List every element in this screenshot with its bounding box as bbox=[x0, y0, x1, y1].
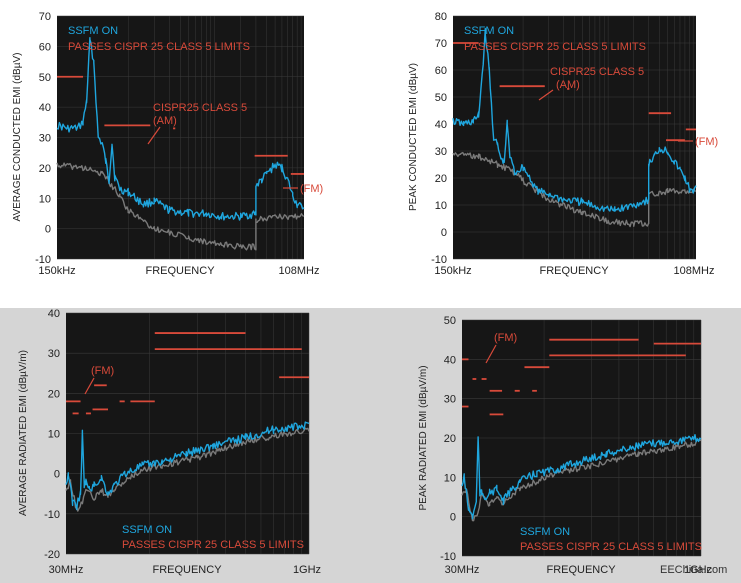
y-tick-label: -20 bbox=[44, 549, 60, 561]
y-tick-label: 80 bbox=[435, 11, 447, 23]
x-axis-label: FREQUENCY bbox=[145, 265, 215, 277]
chart-average-radiated-emi: AVERAGE RADIATED EMI (dBµV/m) FREQUENCY … bbox=[18, 308, 321, 576]
y-tick-label: 20 bbox=[444, 433, 456, 445]
y-tick-label: 70 bbox=[39, 11, 51, 23]
x-tick-end: 1GHz bbox=[684, 564, 712, 576]
legend-ssfm-on: SSFM ON bbox=[68, 25, 118, 37]
series-ssfm-on bbox=[56, 37, 305, 221]
x-tick-start: 30MHz bbox=[49, 564, 84, 576]
series-ssfm-off bbox=[461, 439, 702, 522]
y-tick-label: 30 bbox=[39, 133, 51, 145]
y-tick-label: 0 bbox=[45, 224, 51, 236]
x-axis-label: FREQUENCY bbox=[152, 564, 222, 576]
y-tick-label: 40 bbox=[39, 102, 51, 114]
series-ssfm-on bbox=[452, 27, 697, 212]
y-tick-label: 10 bbox=[39, 193, 51, 205]
y-tick-label: 0 bbox=[54, 469, 60, 481]
y-tick-label: -10 bbox=[35, 254, 51, 266]
watermark: EEChina.com bbox=[660, 564, 727, 576]
chart-average-conducted-emi: AVERAGE CONDUCTED EMI (dBµV) FREQUENCY 1… bbox=[12, 11, 323, 277]
y-tick-label: -10 bbox=[440, 551, 456, 563]
y-tick-label: 20 bbox=[48, 388, 60, 400]
y-tick-label: 0 bbox=[441, 227, 447, 239]
y-tick-label: 50 bbox=[435, 92, 447, 104]
legend-ssfm-on: SSFM ON bbox=[122, 524, 172, 536]
chart-peak-conducted-emi: PEAK CONDUCTED EMI (dBµV) FREQUENCY 150k… bbox=[408, 11, 718, 277]
series-ssfm-off bbox=[452, 151, 697, 228]
y-tick-label: 10 bbox=[48, 429, 60, 441]
plot-marks bbox=[452, 15, 697, 260]
annotation-am-arrow bbox=[538, 89, 554, 101]
legend-limits: PASSES CISPR 25 CLASS 5 LIMITS bbox=[122, 539, 304, 551]
annotation-fm: (FM) bbox=[300, 183, 323, 195]
series-ssfm-off bbox=[65, 427, 310, 512]
annotation-fm: (FM) bbox=[91, 365, 114, 377]
y-axis-label: AVERAGE CONDUCTED EMI (dBµV) bbox=[12, 53, 23, 222]
y-tick-label: 20 bbox=[39, 163, 51, 175]
y-tick-label: 60 bbox=[39, 41, 51, 53]
x-tick-start: 150kHz bbox=[38, 265, 75, 277]
legend-limits: PASSES CISPR 25 CLASS 5 LIMITS bbox=[464, 41, 646, 53]
annotation-fm-arrow bbox=[485, 344, 497, 364]
chart-peak-radiated-emi: PEAK RADIATED EMI (dBµV/m) FREQUENCY 30M… bbox=[418, 315, 712, 576]
annotation-fm: (FM) bbox=[494, 332, 517, 344]
y-tick-label: 20 bbox=[435, 173, 447, 185]
legend-ssfm-on: SSFM ON bbox=[520, 526, 570, 538]
x-axis-label: FREQUENCY bbox=[546, 564, 616, 576]
annotation-am: (AM) bbox=[153, 115, 177, 127]
series-ssfm-off bbox=[56, 162, 305, 251]
y-tick-label: 40 bbox=[48, 308, 60, 320]
series-ssfm-on bbox=[65, 421, 310, 511]
y-tick-label: 10 bbox=[444, 472, 456, 484]
legend-limits: PASSES CISPR 25 CLASS 5 LIMITS bbox=[520, 541, 702, 553]
x-tick-end: 1GHz bbox=[293, 564, 321, 576]
y-axis-label: PEAK CONDUCTED EMI (dBµV) bbox=[408, 63, 419, 211]
annotation-am: (AM) bbox=[556, 79, 580, 91]
y-tick-label: 30 bbox=[435, 146, 447, 158]
y-tick-label: 50 bbox=[39, 72, 51, 84]
y-tick-label: 40 bbox=[444, 354, 456, 366]
y-tick-label: 70 bbox=[435, 38, 447, 50]
y-axis-label: AVERAGE RADIATED EMI (dBµV/m) bbox=[18, 350, 29, 516]
annotation-fm: (FM) bbox=[695, 136, 718, 148]
legend-ssfm-on: SSFM ON bbox=[464, 25, 514, 37]
y-tick-label: 30 bbox=[444, 394, 456, 406]
y-tick-label: 10 bbox=[435, 200, 447, 212]
plot-marks bbox=[461, 319, 702, 557]
x-tick-end: 108MHz bbox=[674, 265, 715, 277]
annotation-cispr25-class5: CISPR25 CLASS 5 bbox=[550, 66, 644, 78]
series-ssfm-on bbox=[461, 434, 702, 520]
x-tick-start: 150kHz bbox=[434, 265, 471, 277]
y-tick-label: -10 bbox=[431, 254, 447, 266]
x-tick-start: 30MHz bbox=[445, 564, 480, 576]
y-tick-label: 40 bbox=[435, 119, 447, 131]
y-tick-label: -10 bbox=[44, 509, 60, 521]
y-tick-label: 50 bbox=[444, 315, 456, 327]
annotation-cispr25-class5: CISPR25 CLASS 5 bbox=[153, 102, 247, 114]
y-tick-label: 0 bbox=[450, 512, 456, 524]
x-tick-end: 108MHz bbox=[279, 265, 320, 277]
y-tick-label: 60 bbox=[435, 65, 447, 77]
plot-marks bbox=[56, 15, 305, 260]
plot-marks bbox=[65, 312, 310, 555]
annotation-am-arrow bbox=[147, 126, 161, 145]
y-tick-label: 30 bbox=[48, 348, 60, 360]
legend-limits: PASSES CISPR 25 CLASS 5 LIMITS bbox=[68, 41, 250, 53]
annotation-fm-arrow bbox=[84, 377, 95, 395]
x-axis-label: FREQUENCY bbox=[539, 265, 609, 277]
y-axis-label: PEAK RADIATED EMI (dBµV/m) bbox=[418, 365, 429, 510]
